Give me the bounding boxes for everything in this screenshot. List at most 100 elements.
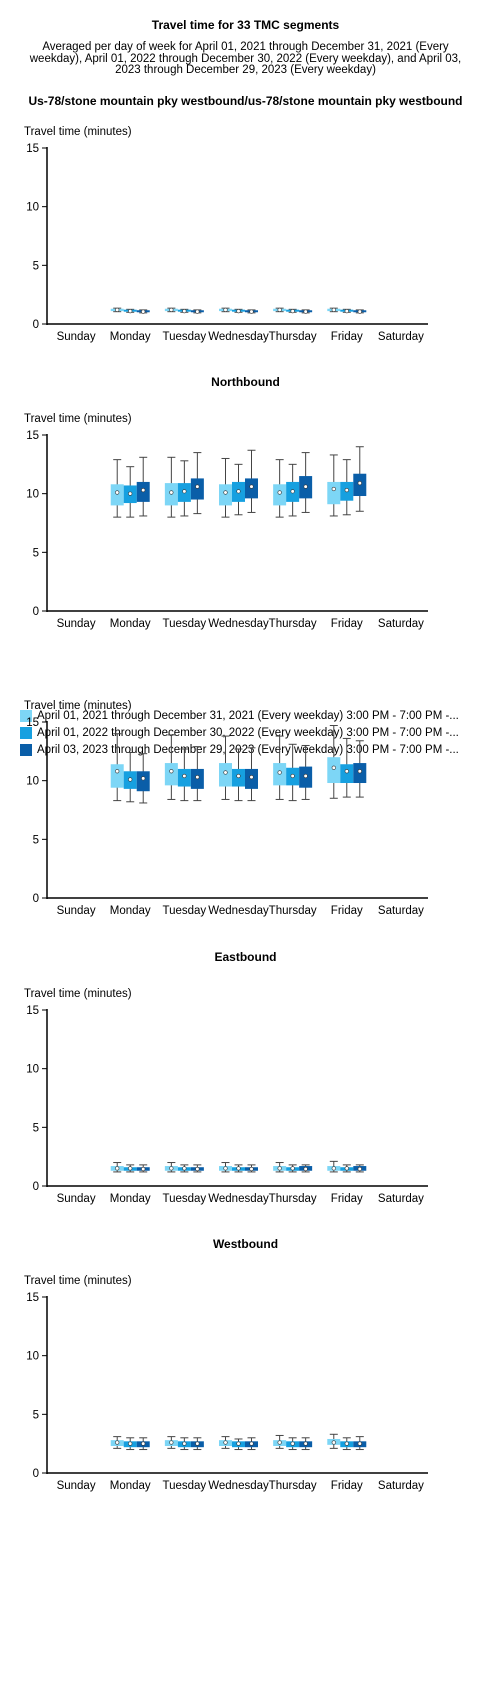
box-0-wednesday[interactable] [219,735,232,800]
box-0-friday[interactable] [327,725,341,799]
box-0-thursday[interactable] [273,459,287,518]
box-1-wednesday[interactable] [232,1438,245,1451]
mean-dot [249,775,254,780]
box-2-friday[interactable] [353,1436,367,1451]
box-0-monday[interactable] [110,1162,124,1173]
box-2-friday[interactable] [353,309,367,314]
box-1-monday[interactable] [123,1164,137,1173]
chart-title-northbound: Northbound [211,375,280,389]
box-0-monday[interactable] [110,733,124,802]
box-0-monday[interactable] [110,307,124,313]
mean-dot [236,1441,241,1446]
box-2-wednesday[interactable] [245,449,258,513]
box-2-thursday[interactable] [299,452,313,513]
x-tick-label: Saturday [378,1193,424,1205]
box-2-tuesday[interactable] [190,746,204,802]
box-2-monday[interactable] [136,1437,150,1451]
box-0-wednesday[interactable] [219,307,232,313]
box-1-tuesday[interactable] [177,308,191,314]
box-0-wednesday[interactable] [219,1436,232,1449]
box-0-wednesday[interactable] [219,457,232,518]
y-tick-label: 0 [33,1468,39,1480]
box-2-monday[interactable] [136,456,150,517]
box-1-friday[interactable] [340,308,354,314]
box-body [219,763,232,787]
box-2-monday[interactable] [136,309,150,314]
x-tick-label: Wednesday [208,1193,269,1205]
box-body [136,771,150,792]
box-0-friday[interactable] [327,1160,341,1173]
box-0-thursday[interactable] [273,1162,287,1173]
box-body [190,478,204,500]
box-2-monday[interactable] [136,753,150,804]
mean-dot [344,488,349,493]
box-0-monday[interactable] [110,1436,124,1449]
box-0-tuesday[interactable] [164,734,178,800]
box-1-monday[interactable] [123,752,137,803]
mean-dot [357,309,362,314]
box-0-thursday[interactable] [273,735,287,800]
box-0-friday[interactable] [327,1433,341,1449]
mean-dot [303,773,308,779]
box-2-wednesday[interactable] [245,747,258,802]
box-1-monday[interactable] [123,308,137,314]
box-2-tuesday[interactable] [190,1164,204,1173]
box-2-thursday[interactable] [299,1164,313,1173]
box-1-tuesday[interactable] [177,1437,191,1451]
box-0-thursday[interactable] [273,1434,287,1449]
box-1-tuesday[interactable] [177,748,191,802]
box-2-friday[interactable] [353,1164,367,1173]
box-2-thursday[interactable] [299,744,313,800]
box-2-friday[interactable] [353,740,367,798]
box-2-monday[interactable] [136,1164,150,1173]
box-0-friday[interactable] [327,307,341,313]
box-1-thursday[interactable] [286,1164,300,1173]
mean-dot [128,308,133,314]
box-0-tuesday[interactable] [164,307,178,313]
box-0-tuesday[interactable] [164,1162,178,1173]
mean-dot [277,1166,282,1171]
box-2-wednesday[interactable] [245,1164,258,1173]
box-0-friday[interactable] [327,454,341,517]
mean-dot [115,307,120,313]
mean-dot [182,773,187,779]
box-1-wednesday[interactable] [232,308,245,314]
box-body [164,763,178,786]
legend-item-2023[interactable]: April 03, 2023 through December 29, 2023… [20,743,490,760]
x-tick-label: Wednesday [208,331,269,343]
box-2-thursday[interactable] [299,1437,313,1451]
x-tick-label: Sunday [57,331,96,343]
box-1-tuesday[interactable] [177,460,191,517]
mean-dot [141,309,146,314]
box-2-thursday[interactable] [299,309,313,314]
box-1-friday[interactable] [340,1437,354,1451]
box-0-wednesday[interactable] [219,1162,232,1173]
mean-dot [303,309,308,314]
box-2-wednesday[interactable] [245,309,258,314]
box-1-wednesday[interactable] [232,748,245,802]
box-0-thursday[interactable] [273,307,287,313]
box-2-tuesday[interactable] [190,452,204,515]
box-2-wednesday[interactable] [245,1437,258,1451]
box-1-friday[interactable] [340,1164,354,1173]
legend-item-2022[interactable]: April 01, 2022 through December 30, 2022… [20,726,490,743]
box-1-thursday[interactable] [286,463,300,517]
box-2-tuesday[interactable] [190,309,204,314]
box-1-wednesday[interactable] [232,463,245,516]
box-0-tuesday[interactable] [164,456,178,518]
box-1-friday[interactable] [340,459,354,516]
mean-dot [195,1166,200,1172]
box-1-friday[interactable] [340,737,354,798]
box-1-tuesday[interactable] [177,1164,191,1173]
box-1-wednesday[interactable] [232,1164,245,1173]
box-1-monday[interactable] [123,466,137,518]
box-1-thursday[interactable] [286,1437,300,1451]
box-0-tuesday[interactable] [164,1436,178,1449]
box-1-monday[interactable] [123,1437,137,1451]
legend-item-2021[interactable]: April 01, 2021 through December 31, 2021… [20,709,490,726]
box-1-thursday[interactable] [286,743,300,802]
box-2-friday[interactable] [353,446,367,512]
box-0-monday[interactable] [110,459,124,518]
box-2-tuesday[interactable] [190,1437,204,1451]
box-1-thursday[interactable] [286,308,300,314]
